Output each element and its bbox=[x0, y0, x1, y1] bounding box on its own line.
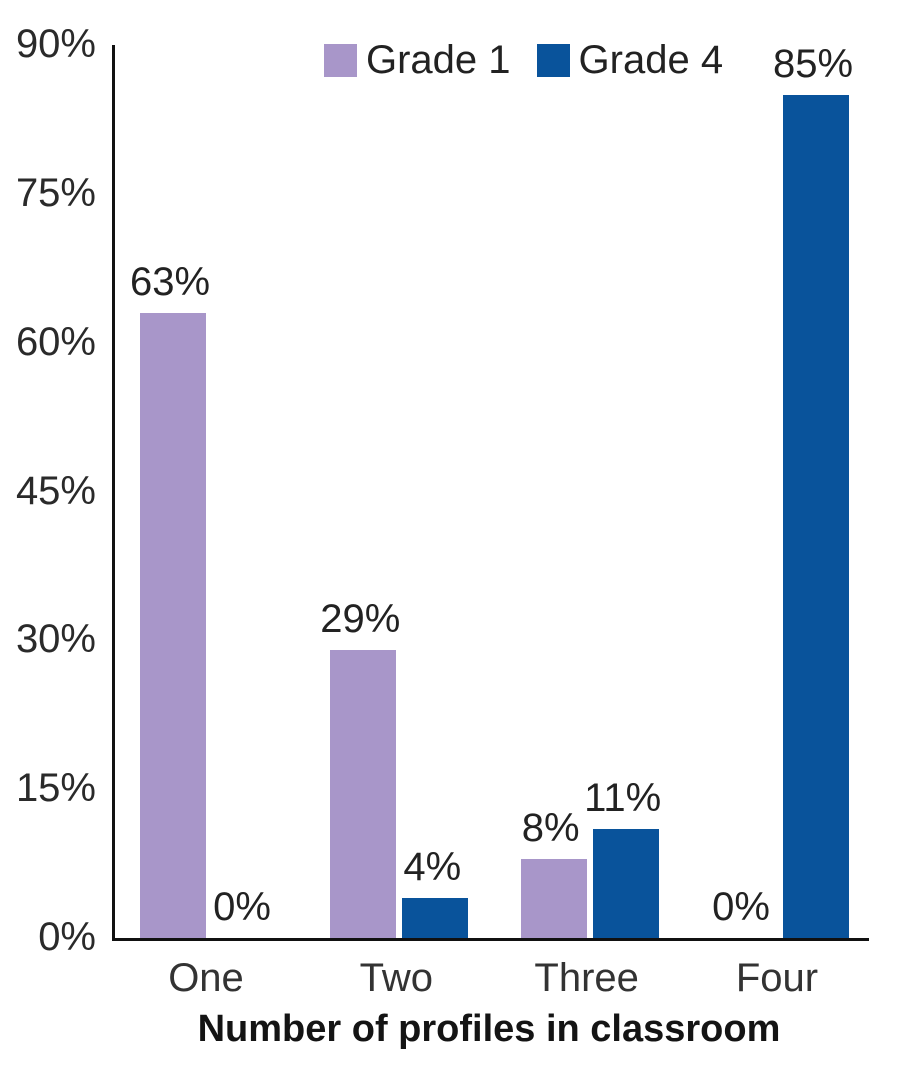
bar-grade-1-two bbox=[330, 650, 397, 938]
legend-label: Grade 4 bbox=[578, 38, 724, 82]
value-label-grade-4-four: 85% bbox=[772, 41, 854, 86]
value-label-grade-1-three: 8% bbox=[521, 805, 580, 850]
x-category-label-two: Two bbox=[359, 956, 433, 1000]
x-axis-title: Number of profiles in classroom bbox=[197, 1008, 781, 1050]
x-category-label-four: Four bbox=[735, 956, 819, 1000]
value-label-grade-1-one: 63% bbox=[129, 259, 211, 304]
legend-item-grade-1: Grade 1 bbox=[324, 40, 511, 80]
bar-grade-1-one bbox=[140, 312, 206, 938]
y-tick-label-0: 0% bbox=[38, 915, 96, 959]
legend-swatch-icon bbox=[324, 43, 357, 77]
value-label-grade-4-one: 0% bbox=[213, 885, 271, 929]
legend-swatch-icon bbox=[536, 43, 570, 77]
y-tick-label-90: 90% bbox=[15, 22, 96, 66]
y-tick-label-15: 15% bbox=[15, 766, 96, 811]
plot-area bbox=[112, 45, 869, 941]
y-tick-label-60: 60% bbox=[15, 319, 96, 364]
bar-grade-4-four bbox=[782, 94, 849, 938]
bar-grade-4-two bbox=[402, 898, 469, 938]
y-tick-label-30: 30% bbox=[15, 617, 96, 662]
y-tick-label-45: 45% bbox=[15, 468, 96, 513]
value-label-grade-1-two: 29% bbox=[320, 597, 401, 642]
value-label-grade-4-two: 4% bbox=[403, 845, 462, 890]
bar-grade-4-three bbox=[592, 828, 659, 938]
chart-legend: Grade 1 Grade 4 bbox=[324, 40, 723, 80]
x-category-label-three: Three bbox=[534, 956, 639, 1000]
value-label-grade-1-four: 0% bbox=[712, 885, 770, 929]
legend-item-grade-4: Grade 4 bbox=[536, 38, 724, 82]
value-label-grade-4-three: 11% bbox=[584, 775, 662, 820]
legend-label: Grade 1 bbox=[366, 38, 511, 82]
y-tick-label-75: 75% bbox=[15, 170, 96, 215]
bar-grade-1-three bbox=[520, 858, 587, 938]
x-category-label-one: One bbox=[168, 956, 244, 1000]
